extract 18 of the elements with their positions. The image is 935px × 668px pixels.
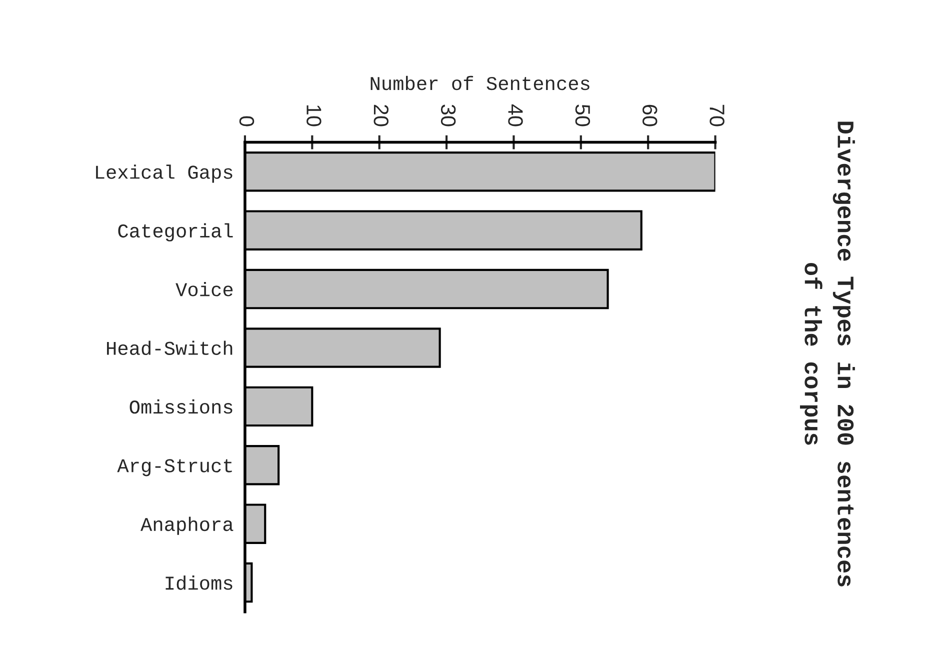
x-tick-label: 50 bbox=[575, 104, 590, 126]
x-axis-title: Number of Sentences bbox=[370, 76, 590, 90]
x-tick-label: 20 bbox=[374, 104, 389, 126]
x-tick-label: 0 bbox=[239, 116, 254, 126]
x-tick-label: 10 bbox=[306, 105, 322, 126]
y-tick-label: Categorial bbox=[118, 223, 233, 242]
x-tick-label: 40 bbox=[508, 104, 523, 126]
y-tick-label: Head-Switch bbox=[107, 340, 232, 356]
y-tick-label: Anaphora bbox=[140, 516, 234, 535]
y-tick-label: Arg-Struct bbox=[117, 459, 232, 476]
text: Divergence Types in 200 sentences of the corpus bbox=[800, 122, 855, 586]
y-tick-label: Idioms bbox=[166, 575, 232, 590]
x-tick-label: 60 bbox=[642, 104, 658, 126]
x-tick-label: 70 bbox=[710, 104, 724, 126]
y-tick-label: Omissions bbox=[130, 399, 232, 414]
x-tick-label: 30 bbox=[440, 104, 456, 126]
y-tick-label: Lexical Gaps bbox=[96, 164, 232, 183]
y-tick-label: Voice bbox=[176, 282, 233, 296]
